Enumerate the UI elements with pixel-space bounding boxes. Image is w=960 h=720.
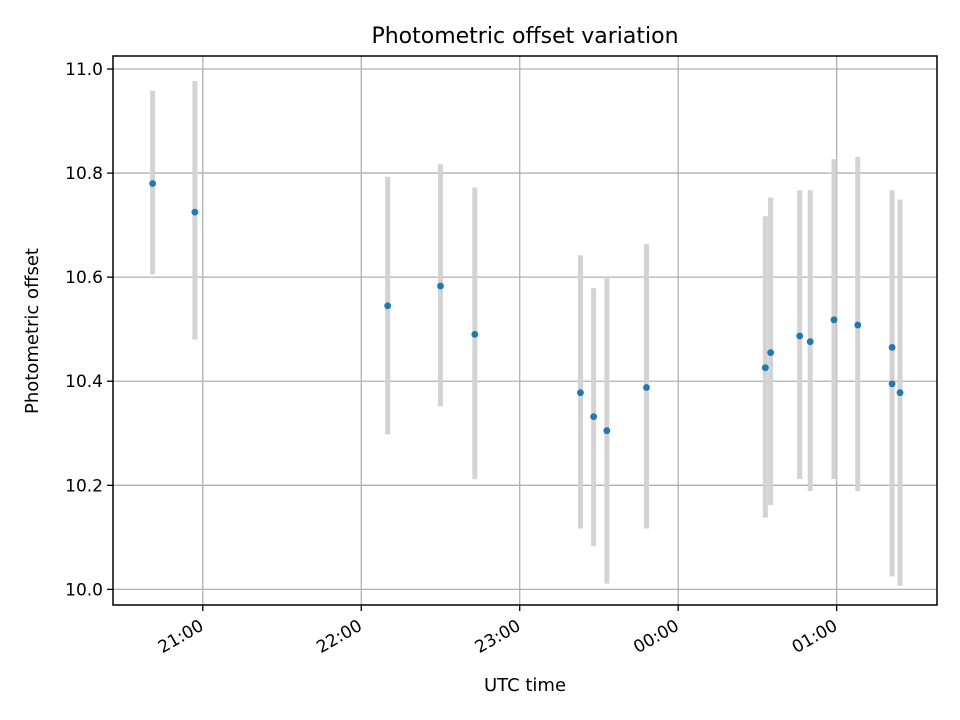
y-axis-ticks: 10.0 10.2 10.4 10.6 10.8 11.0 bbox=[65, 60, 113, 600]
data-point bbox=[191, 208, 199, 216]
plot-frame bbox=[112, 55, 938, 606]
data-point bbox=[888, 344, 896, 351]
data-point bbox=[149, 180, 157, 187]
y-axis-label: Photometric offset bbox=[22, 248, 43, 414]
data-points bbox=[149, 180, 904, 435]
data-point bbox=[643, 384, 650, 391]
data-point bbox=[384, 302, 392, 310]
data-point bbox=[888, 380, 896, 388]
data-point bbox=[471, 331, 479, 338]
y-tick-label: 10.4 bbox=[65, 372, 103, 392]
y-tick-label: 10.6 bbox=[65, 268, 103, 288]
x-axis-label: UTC time bbox=[484, 675, 566, 696]
data-point bbox=[806, 338, 814, 346]
data-point bbox=[761, 364, 769, 372]
data-point bbox=[437, 282, 444, 290]
y-tick-label: 10.8 bbox=[65, 164, 103, 184]
grid-lines bbox=[113, 56, 937, 605]
data-point bbox=[796, 332, 804, 340]
data-point bbox=[767, 349, 775, 357]
y-tick-label: 10.2 bbox=[65, 476, 103, 496]
data-point bbox=[590, 413, 598, 421]
data-point bbox=[577, 389, 584, 397]
chart-title: Photometric offset variation bbox=[371, 24, 678, 49]
data-point bbox=[603, 427, 611, 435]
data-point bbox=[830, 316, 838, 324]
data-point bbox=[896, 389, 904, 397]
y-tick-label: 11.0 bbox=[65, 60, 103, 80]
y-tick-label: 10.0 bbox=[65, 580, 103, 600]
data-point bbox=[854, 321, 862, 329]
